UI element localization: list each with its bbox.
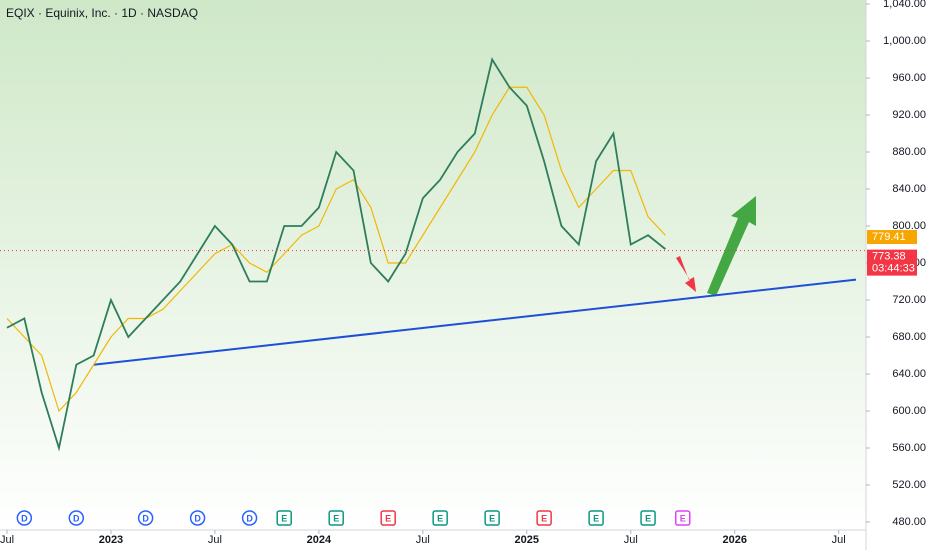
event-badge: D bbox=[241, 510, 258, 526]
event-badge: D bbox=[68, 510, 85, 526]
x-tick-label: Jul bbox=[624, 534, 638, 546]
event-marker bbox=[640, 510, 656, 526]
price-label-bg bbox=[867, 249, 917, 276]
chart-title: EQIX · Equinix, Inc. · 1D · NASDAQ bbox=[6, 6, 198, 20]
event-marker bbox=[432, 510, 448, 526]
countdown: 03:44:33 bbox=[872, 263, 915, 275]
event-marker bbox=[137, 510, 154, 526]
price-label-bg bbox=[867, 230, 917, 245]
trendline bbox=[93, 278, 857, 366]
event-label: E bbox=[593, 513, 599, 523]
event-badge: E bbox=[588, 510, 604, 526]
y-tick-label: 920.00 bbox=[892, 109, 926, 121]
event-badge: D bbox=[16, 510, 33, 526]
event-marker bbox=[484, 510, 500, 526]
x-tick-label: 2023 bbox=[99, 534, 123, 546]
event-label: D bbox=[21, 513, 28, 523]
event-marker bbox=[241, 510, 258, 526]
x-tick-label: 2025 bbox=[515, 534, 539, 546]
event-marker bbox=[536, 510, 552, 526]
y-tick-label: 880.00 bbox=[892, 146, 926, 158]
event-badge: E bbox=[276, 510, 292, 526]
event-label: E bbox=[541, 513, 547, 523]
event-label: E bbox=[437, 513, 443, 523]
y-tick-label: 720.00 bbox=[892, 294, 926, 306]
event-label: D bbox=[142, 513, 149, 523]
event-badge: E bbox=[674, 510, 691, 526]
y-tick-label: 640.00 bbox=[892, 368, 926, 380]
event-label: D bbox=[73, 513, 80, 523]
event-label: D bbox=[246, 513, 253, 523]
event-label: E bbox=[333, 513, 339, 523]
x-tick-label: Jul bbox=[0, 534, 14, 546]
y-tick-label: 840.00 bbox=[892, 183, 926, 195]
y-tick-label: 1,040.00 bbox=[883, 0, 926, 10]
event-marker bbox=[276, 510, 292, 526]
event-badge: E bbox=[484, 510, 500, 526]
event-badge: E bbox=[640, 510, 656, 526]
price-line bbox=[6, 57, 666, 452]
x-tick-label: 2024 bbox=[307, 534, 332, 546]
plot-background bbox=[0, 0, 866, 530]
event-marker bbox=[380, 510, 396, 526]
event-label: E bbox=[385, 513, 391, 523]
event-label: E bbox=[680, 513, 686, 523]
x-tick-label: Jul bbox=[208, 534, 222, 546]
y-tick-label: 960.00 bbox=[892, 72, 926, 84]
x-tick-label: 2026 bbox=[722, 534, 746, 546]
event-marker bbox=[674, 510, 691, 526]
up-arrow bbox=[707, 196, 756, 296]
event-marker bbox=[189, 510, 206, 526]
event-label: D bbox=[194, 513, 201, 523]
event-badge: E bbox=[536, 510, 552, 526]
y-tick-label: 560.00 bbox=[892, 442, 926, 454]
event-label: E bbox=[281, 513, 287, 523]
price-label: 779.41 bbox=[872, 231, 906, 243]
event-badge: E bbox=[380, 510, 396, 526]
event-badge: D bbox=[137, 510, 154, 526]
x-tick-label: Jul bbox=[832, 534, 846, 546]
y-tick-label: 520.00 bbox=[892, 479, 926, 491]
y-tick-label: 680.00 bbox=[892, 331, 926, 343]
event-marker bbox=[16, 510, 33, 526]
price-label: 773.38 bbox=[872, 251, 906, 263]
y-tick-label: 1,000.00 bbox=[883, 35, 926, 47]
price-line bbox=[6, 86, 666, 413]
y-tick-label: 800.00 bbox=[892, 220, 926, 232]
x-tick-label: Jul bbox=[416, 534, 430, 546]
event-badge: D bbox=[189, 510, 206, 526]
event-badge: E bbox=[432, 510, 448, 526]
y-tick-label: 480.00 bbox=[892, 516, 926, 528]
event-marker bbox=[588, 510, 604, 526]
event-label: E bbox=[645, 513, 651, 523]
y-tick-label: 600.00 bbox=[892, 405, 926, 417]
down-arrow bbox=[676, 256, 696, 292]
event-marker bbox=[328, 510, 344, 526]
event-badge: E bbox=[328, 510, 344, 526]
event-label: E bbox=[489, 513, 495, 523]
event-marker bbox=[68, 510, 85, 526]
